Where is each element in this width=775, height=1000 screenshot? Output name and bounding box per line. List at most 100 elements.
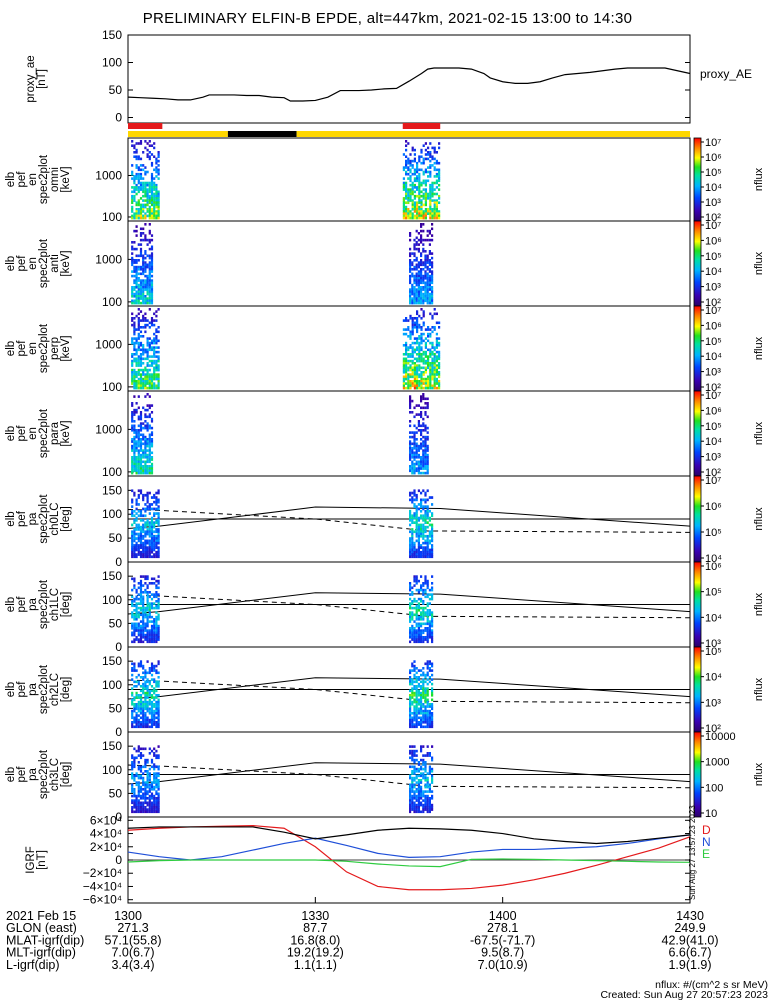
spectrogram-pixel	[142, 606, 145, 610]
spectrogram-pixel	[131, 292, 134, 296]
spectrogram-pixel	[433, 382, 436, 385]
spectrogram-pixel	[157, 788, 160, 791]
ylabel-line: [keV]	[60, 420, 72, 446]
spectrogram-pixel	[155, 537, 158, 540]
spectrogram-pixel	[139, 382, 143, 385]
spectrogram-pixel	[137, 553, 140, 556]
spectrogram-pixel	[142, 177, 145, 180]
spectrogram-pixel	[150, 714, 154, 717]
spectrogram-pixel	[133, 509, 136, 513]
spectrogram-pixel	[417, 548, 420, 552]
spectrogram-pixel	[135, 456, 138, 459]
spectrogram-pixel	[428, 274, 431, 278]
spectrogram-pixel	[422, 288, 425, 291]
spectrogram-pixel	[144, 808, 147, 811]
spectrogram-pixel	[137, 177, 140, 180]
spectrogram-pixel	[144, 781, 147, 784]
spectrogram-pixel	[405, 188, 408, 191]
spectrogram-pixel	[131, 404, 134, 407]
spectrogram-pixel	[426, 507, 429, 511]
spectrogram-pixel	[137, 471, 140, 475]
spectrogram-pixel	[139, 386, 143, 390]
spectrogram-pixel	[144, 279, 147, 282]
spectrogram-pixel	[428, 667, 431, 670]
spectrogram-pixel	[153, 496, 156, 499]
spectrogram-pixel	[146, 469, 149, 473]
spectrogram-pixel	[157, 164, 160, 167]
spectrogram-pixel	[429, 216, 432, 220]
spectrogram-pixel	[142, 627, 145, 630]
spectrogram-pixel	[411, 328, 414, 331]
spectrogram-pixel	[422, 295, 425, 298]
spectrogram-pixel	[424, 577, 427, 581]
spectrogram-pixel	[131, 788, 134, 791]
spectrogram-pixel	[155, 210, 158, 213]
spectrogram-pixel	[409, 606, 412, 610]
spectrogram-pixel	[424, 341, 427, 345]
spectrogram-pixel	[409, 725, 412, 729]
spectrogram-pixel	[131, 380, 134, 383]
spectrogram-pixel	[139, 541, 143, 545]
spectrogram-pixel	[409, 337, 412, 340]
spectrogram-pixel	[416, 359, 419, 363]
spectrogram-pixel	[405, 144, 408, 147]
spectrogram-pixel	[146, 622, 149, 626]
spectrogram-pixel	[135, 691, 138, 695]
spectrogram-pixel	[422, 223, 425, 226]
spectrogram-pixel	[137, 546, 140, 549]
spectrogram-pixel	[139, 514, 143, 518]
spectrogram-pixel	[131, 712, 134, 715]
spectrogram-pixel	[429, 175, 432, 178]
spectrogram-pixel	[411, 263, 414, 267]
spectrogram-pixel	[409, 458, 412, 461]
spectrogram-pixel	[409, 212, 412, 215]
spectrogram-pixel	[153, 181, 156, 185]
spectrogram-pixel	[142, 611, 145, 614]
spectrogram-pixel	[428, 532, 431, 536]
colorbar-tick-label: 10⁵	[705, 646, 722, 658]
spectrogram-pixel	[139, 175, 143, 178]
spectrogram-pixel	[153, 350, 156, 354]
spectrogram-pixel	[422, 179, 425, 183]
spectrogram-pixel	[409, 170, 412, 174]
spectrogram-pixel	[405, 344, 408, 347]
spectrogram-pixel	[133, 449, 136, 452]
spectrogram-pixel	[418, 323, 421, 327]
spectrogram-pixel	[429, 328, 432, 331]
spectrogram-pixel	[413, 685, 416, 688]
spectrogram-pixel	[415, 803, 418, 807]
spectrogram-pixel	[424, 548, 427, 552]
spectrogram-pixel	[429, 166, 432, 169]
spectrogram-pixel	[137, 208, 140, 211]
spectrogram-pixel	[420, 238, 423, 242]
spectrogram-pixel	[433, 386, 436, 390]
spectrogram-pixel	[428, 754, 431, 757]
spectrogram-pixel	[137, 337, 140, 340]
spectrogram-pixel	[153, 530, 156, 534]
spectrogram-pixel	[407, 359, 410, 363]
spectrogram-pixel	[422, 321, 425, 325]
spectrogram-pixel	[415, 496, 418, 499]
spectrogram-pixel	[148, 550, 151, 554]
spectrogram-pixel	[422, 373, 425, 376]
spectrogram-pixel	[424, 799, 427, 802]
colorbar	[693, 731, 702, 818]
spectrogram-pixel	[409, 467, 412, 470]
spectrogram-pixel	[137, 725, 140, 729]
spectrogram-pixel	[150, 216, 154, 220]
spectrogram-pixel	[422, 758, 425, 762]
spectrogram-pixel	[409, 199, 412, 202]
spectrogram-pixel	[142, 254, 145, 258]
spectrogram-pixel	[411, 539, 414, 543]
spectrogram-pixel	[402, 328, 405, 331]
spectrogram-pixel	[417, 602, 420, 605]
spectrogram-pixel	[426, 723, 429, 726]
spectrogram-pixel	[413, 465, 416, 468]
spectrogram-pixel	[153, 774, 156, 778]
spectrogram-pixel	[426, 629, 429, 632]
spectrogram-pixel	[418, 366, 421, 370]
spectrogram-pixel	[146, 170, 149, 174]
spectrogram-pixel	[144, 297, 147, 300]
spectrogram-pixel	[148, 680, 151, 684]
spectrogram-pixel	[405, 214, 408, 218]
